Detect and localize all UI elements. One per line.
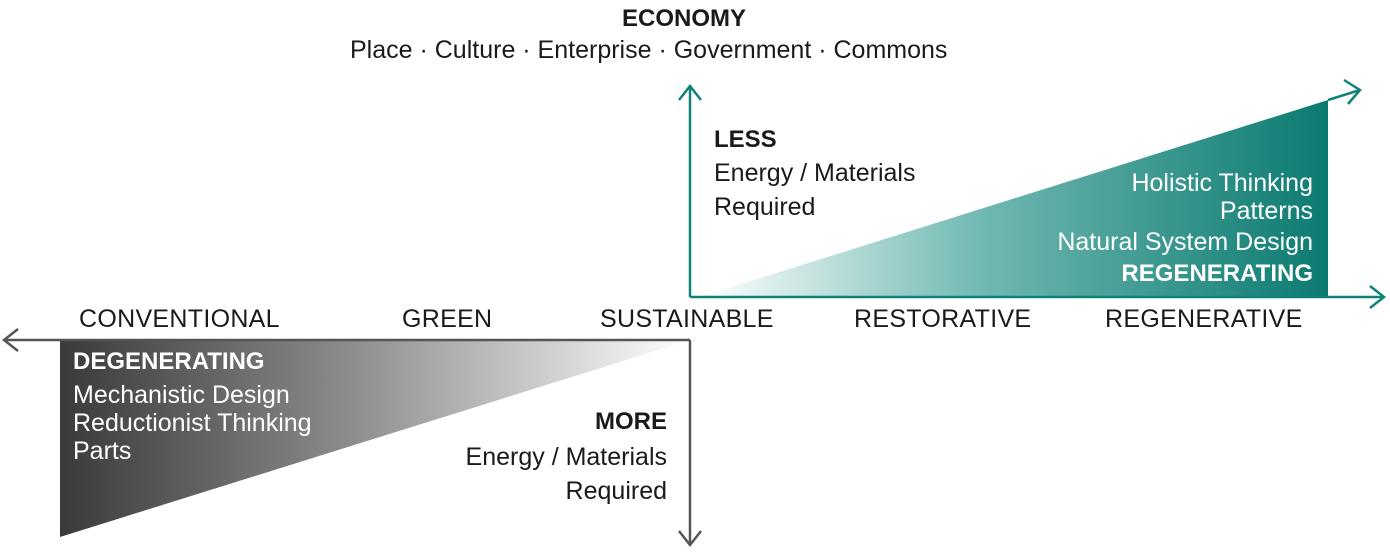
more-heading: MORE (595, 408, 667, 435)
diagonal-arrow-head (1343, 78, 1362, 105)
more-line-2: Required (565, 477, 667, 505)
economy-subtitle: Place · Culture · Enterprise · Governmen… (350, 36, 948, 64)
regenerating-item-3: Natural System Design (1057, 228, 1313, 256)
less-heading: LESS (714, 126, 777, 153)
stage-green: GREEN (402, 305, 493, 333)
regenerating-item-1: Holistic Thinking (1131, 169, 1313, 197)
stage-regenerative: REGENERATIVE (1105, 305, 1303, 333)
diagonal-arrow (1327, 88, 1361, 102)
stage-restorative: RESTORATIVE (854, 305, 1032, 333)
degenerating-item-3: Parts (73, 437, 132, 465)
left-arrow-head (1, 328, 19, 352)
regenerating-item-2: Patterns (1219, 197, 1313, 225)
less-line-1: Energy / Materials (714, 159, 916, 187)
regenerating-title: REGENERATING (1121, 260, 1313, 287)
degenerating-item-1: Mechanistic Design (73, 381, 290, 409)
right-arrow-head (1369, 285, 1387, 309)
stage-conventional: CONVENTIONAL (79, 305, 280, 333)
more-line-1: Energy / Materials (465, 443, 667, 471)
stage-sustainable: SUSTAINABLE (600, 305, 774, 333)
degenerating-item-2: Reductionist Thinking (73, 409, 312, 437)
up-arrow-head (678, 83, 702, 101)
down-arrow-head (678, 530, 702, 548)
degenerating-wedge (60, 340, 690, 537)
economy-title: ECONOMY (622, 5, 747, 32)
less-line-2: Required (714, 193, 816, 221)
degenerating-title: DEGENERATING (73, 348, 265, 375)
regenerating-wedge (700, 100, 1328, 297)
